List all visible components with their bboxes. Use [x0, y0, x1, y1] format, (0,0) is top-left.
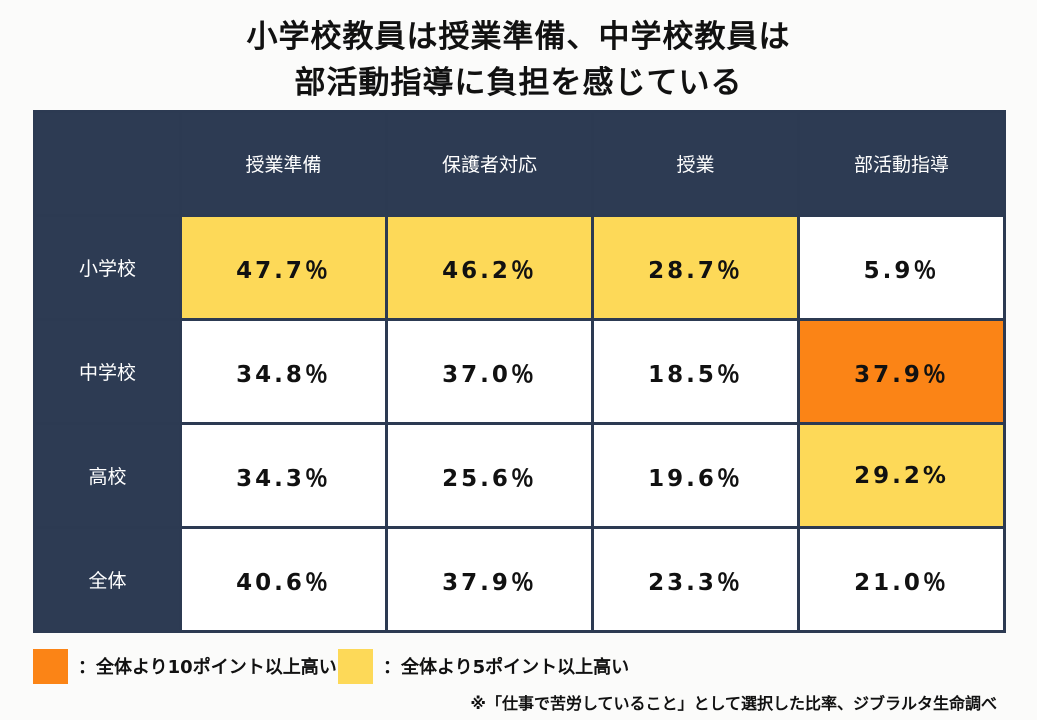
value-cell: 34.8％: [179, 318, 388, 425]
column-header: 授業: [591, 110, 800, 217]
column-header: 部活動指導: [797, 110, 1006, 217]
value-cell: 19.6％: [591, 422, 800, 529]
row-header: 高校: [33, 422, 182, 529]
value-cell: 47.7％: [179, 214, 388, 321]
table-row: 高校 34.3％ 25.6％ 19.6％ 29.2%: [33, 422, 1006, 529]
yellow-swatch: [338, 648, 373, 684]
chart-title: 小学校教員は授業準備、中学校教員は 部活動指導に負担を感じている: [0, 14, 1037, 106]
value-cell: 23.3％: [591, 526, 800, 633]
row-header: 小学校: [33, 214, 182, 321]
column-header: 保護者対応: [385, 110, 594, 217]
value-cell: 5.9％: [797, 214, 1006, 321]
legend-yellow-label: ：全体より5ポイント以上高い: [383, 657, 630, 678]
value-cell: 37.0％: [385, 318, 594, 425]
value-cell: 29.2%: [797, 422, 1006, 529]
table-row: 小学校 47.7％ 46.2％ 28.7％ 5.9％: [33, 214, 1006, 321]
legend-orange-label: ：全体より10ポイント以上高い: [78, 657, 337, 678]
table-row: 全体 40.6％ 37.9％ 23.3％ 21.0％: [33, 526, 1006, 633]
title-line-2: 部活動指導に負担を感じている: [294, 65, 743, 101]
value-cell: 18.5％: [591, 318, 800, 425]
table-row: 中学校 34.8％ 37.0％ 18.5％ 37.9％: [33, 318, 1006, 425]
value-cell: 21.0％: [797, 526, 1006, 633]
value-cell: 25.6％: [385, 422, 594, 529]
title-line-1: 小学校教員は授業準備、中学校教員は: [246, 19, 791, 55]
legend-yellow: ：全体より5ポイント以上高い: [338, 648, 629, 684]
data-table: 授業準備 保護者対応 授業 部活動指導 小学校 47.7％ 46.2％ 28.7…: [33, 110, 1006, 633]
row-header: 全体: [33, 526, 182, 633]
row-header: 中学校: [33, 318, 182, 425]
value-cell: 28.7％: [591, 214, 800, 321]
orange-swatch: [33, 648, 68, 684]
footnote: ※「仕事で苦労していること」として選択した比率、ジブラルタ生命調べ: [470, 694, 997, 713]
value-cell: 34.3％: [179, 422, 388, 529]
header-row: 授業準備 保護者対応 授業 部活動指導: [33, 110, 1006, 217]
value-cell: 40.6％: [179, 526, 388, 633]
legend-orange: ：全体より10ポイント以上高い: [33, 648, 337, 684]
value-cell: 37.9％: [797, 318, 1006, 425]
value-cell: 46.2％: [385, 214, 594, 321]
value-cell: 37.9％: [385, 526, 594, 633]
corner-cell: [33, 110, 182, 217]
column-header: 授業準備: [179, 110, 388, 217]
